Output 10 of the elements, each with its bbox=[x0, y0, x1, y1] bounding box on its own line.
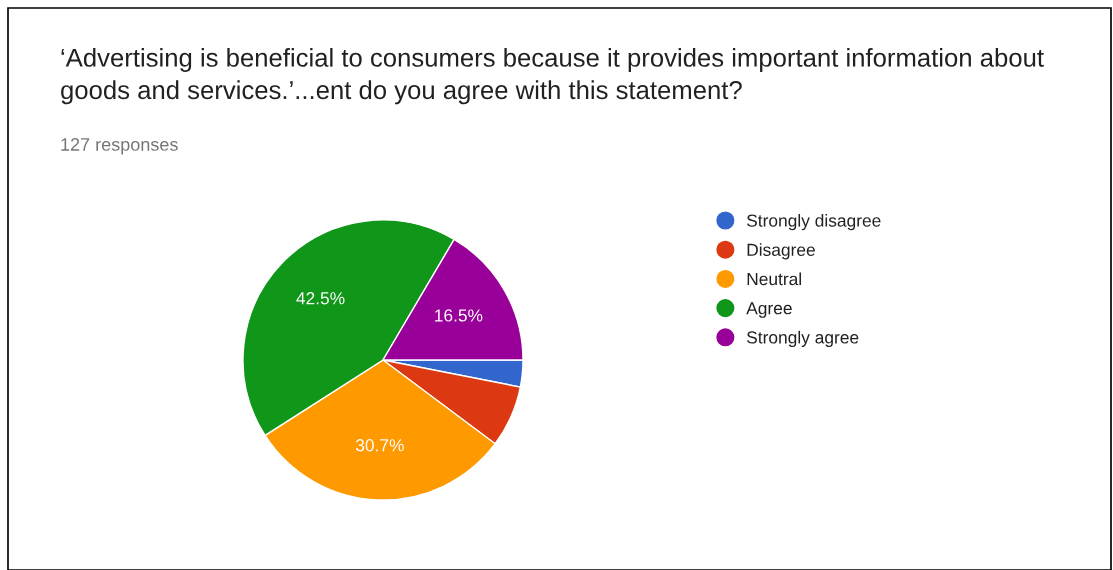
legend-label: Strongly disagree bbox=[746, 214, 881, 231]
legend-label: Strongly agree bbox=[746, 330, 859, 347]
legend-label: Disagree bbox=[747, 243, 815, 260]
legend-label: Agree bbox=[746, 302, 792, 318]
data-label: 42.5% bbox=[296, 292, 345, 305]
chart-title: ‘Advertising is beneficial to consumers because it provides important information about goods and services.’...ent do you agree with this statement? bbox=[61, 48, 1044, 105]
chart-subtitle: 127 responses bbox=[61, 138, 178, 155]
legend-label: Neutral bbox=[747, 272, 801, 286]
data-label: 16.5% bbox=[435, 309, 483, 322]
data-label: 30.7% bbox=[355, 439, 404, 452]
